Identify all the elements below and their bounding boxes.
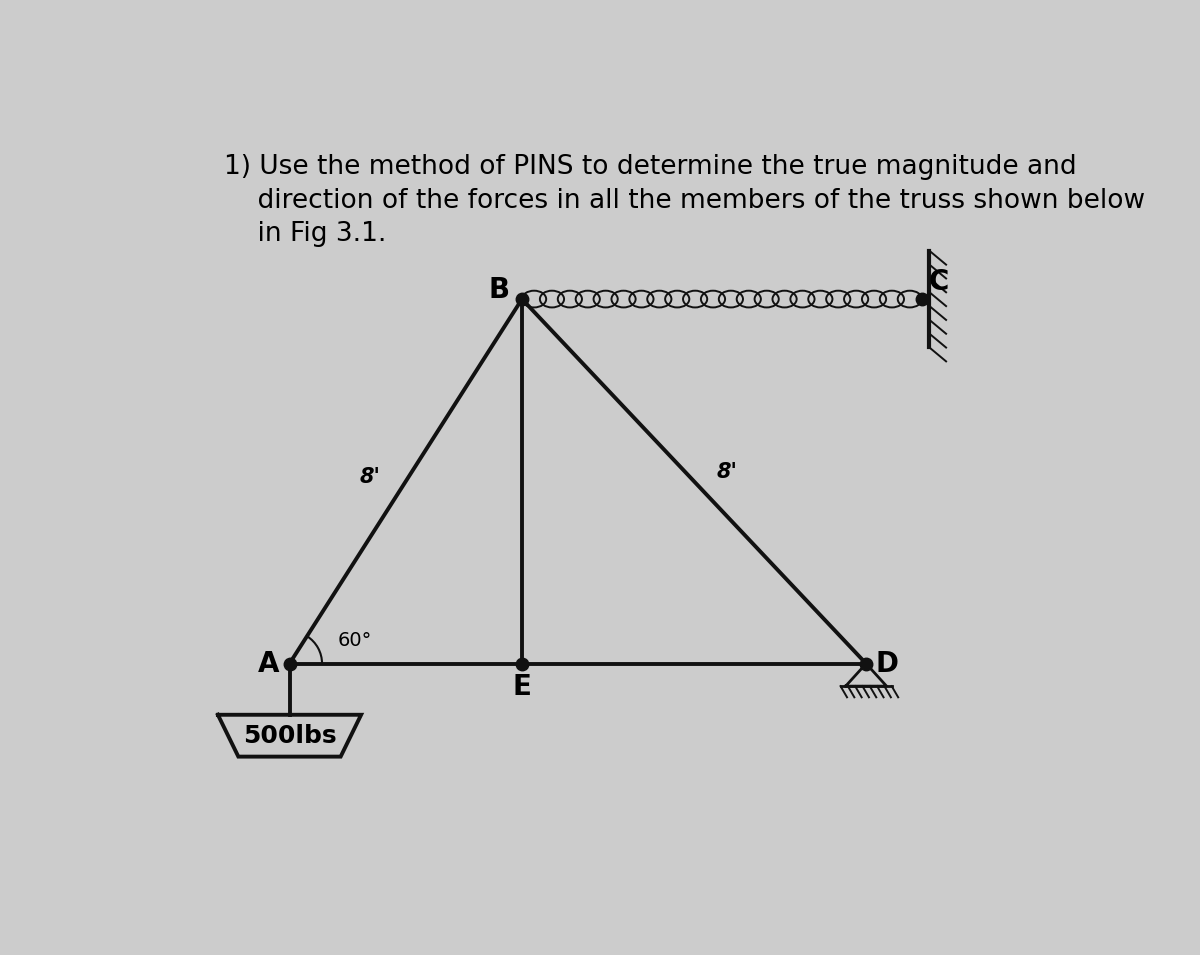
Text: 60°: 60° <box>338 630 372 649</box>
Text: in Fig 3.1.: in Fig 3.1. <box>224 222 386 247</box>
Text: 1) Use the method of PINS to determine the true magnitude and: 1) Use the method of PINS to determine t… <box>224 155 1078 180</box>
Text: 8': 8' <box>716 462 737 482</box>
Text: D: D <box>875 649 898 678</box>
Text: E: E <box>512 673 532 701</box>
Text: C: C <box>929 268 949 296</box>
Text: B: B <box>488 276 509 304</box>
Text: direction of the forces in all the members of the truss shown below: direction of the forces in all the membe… <box>224 188 1146 214</box>
Text: 8': 8' <box>360 467 380 487</box>
Text: A: A <box>258 649 280 678</box>
Text: 500lbs: 500lbs <box>242 724 336 748</box>
